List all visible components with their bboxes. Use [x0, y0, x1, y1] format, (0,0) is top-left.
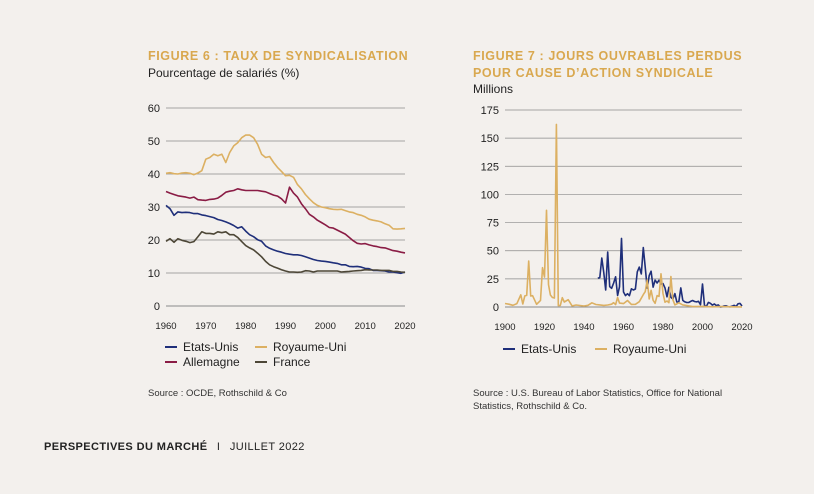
fig6-legend: Etats-Unis Royaume-Uni Allemagne France — [165, 340, 425, 372]
legend-item-france: France — [255, 355, 310, 369]
legend-label: Etats-Unis — [183, 340, 239, 354]
fig6-xtick-1980: 1980 — [235, 321, 256, 332]
legend-item-etats-unis: Etats-Unis — [165, 340, 238, 354]
legend-label: Royaume-Uni — [613, 342, 687, 356]
legend-swatch — [255, 361, 267, 363]
fig7-ytick-125: 125 — [481, 161, 499, 173]
fig7-xtick-2020: 2020 — [731, 322, 752, 333]
legend-swatch — [595, 348, 607, 350]
fig6-source: Source : OCDE, Rothschild & Co — [148, 388, 287, 399]
fig6-ytick-60: 60 — [148, 103, 160, 115]
legend-swatch — [503, 348, 515, 350]
footer-publication: PERSPECTIVES DU MARCHÉ — [44, 441, 208, 453]
footer: PERSPECTIVES DU MARCHÉ I JUILLET 2022 — [44, 441, 305, 453]
fig6-series-line-2 — [165, 186, 406, 254]
fig7-ytick-100: 100 — [481, 189, 499, 201]
fig6-subtitle: Pourcentage de salariés (%) — [148, 66, 300, 80]
fig6-series-line-3 — [165, 231, 406, 274]
fig6-ytick-0: 0 — [154, 301, 160, 313]
fig6-xtick-2010: 2010 — [355, 321, 376, 332]
fig7-xtick-1940: 1940 — [573, 322, 594, 333]
fig6-xtick-2000: 2000 — [315, 321, 336, 332]
fig6-ytick-30: 30 — [148, 202, 160, 214]
fig7-ytick-25: 25 — [487, 274, 499, 286]
fig7-xtick-1980: 1980 — [652, 322, 673, 333]
footer-separator: I — [216, 441, 221, 453]
fig6-xtick-1990: 1990 — [275, 321, 296, 332]
legend-label: Allemagne — [183, 355, 240, 369]
footer-date: JUILLET 2022 — [229, 441, 305, 453]
fig7-source-line1: Source : U.S. Bureau of Labor Statistics… — [473, 388, 723, 399]
fig6-series-line-0 — [165, 204, 406, 275]
fig7-xtick-1920: 1920 — [534, 322, 555, 333]
fig7-ytick-175: 175 — [481, 105, 499, 117]
fig7-ytick-0: 0 — [493, 302, 499, 314]
fig7-source: Source : U.S. Bureau of Labor Statistics… — [473, 387, 722, 413]
fig7-xtick-2000: 2000 — [692, 322, 713, 333]
fig7-series-line-1 — [504, 123, 743, 308]
fig7-ytick-50: 50 — [487, 246, 499, 258]
legend-label: France — [273, 355, 311, 369]
legend-item-royaume-uni: Royaume-Uni — [595, 342, 686, 356]
fig7-title-line2: POUR CAUSE D’ACTION SYNDICALE — [473, 66, 714, 80]
fig7-xtick-1900: 1900 — [494, 322, 515, 333]
fig6-xtick-1960: 1960 — [155, 321, 176, 332]
legend-swatch — [165, 346, 177, 348]
legend-item-royaume-uni: Royaume-Uni — [255, 340, 346, 354]
fig6-xtick-1970: 1970 — [195, 321, 216, 332]
fig6-xtick-2020: 2020 — [394, 321, 415, 332]
legend-swatch — [255, 346, 267, 348]
legend-label: Etats-Unis — [521, 342, 577, 356]
legend-item-allemagne: Allemagne — [165, 355, 240, 369]
fig6-title: FIGURE 6 : TAUX DE SYNDICALISATION — [148, 49, 409, 63]
fig7-title-line1: FIGURE 7 : JOURS OUVRABLES PERDUS — [473, 49, 743, 63]
legend-label: Royaume-Uni — [273, 340, 347, 354]
fig7-source-line2: Statistics, Rothschild & Co. — [473, 401, 588, 412]
fig6-series-line-1 — [165, 134, 406, 230]
legend-item-etats-unis: Etats-Unis — [503, 342, 576, 356]
fig6-ytick-50: 50 — [148, 136, 160, 148]
fig7-legend: Etats-Unis Royaume-Uni — [503, 342, 723, 358]
fig7-subtitle: Millions — [473, 82, 514, 96]
legend-swatch — [165, 361, 177, 363]
fig6-ytick-20: 20 — [148, 235, 160, 247]
fig6-ytick-40: 40 — [148, 169, 160, 181]
fig7-ytick-75: 75 — [487, 218, 499, 230]
fig6-ytick-10: 10 — [148, 268, 160, 280]
fig7-title: FIGURE 7 : JOURS OUVRABLES PERDUS POUR C… — [473, 48, 742, 82]
fig7-ytick-150: 150 — [481, 133, 499, 145]
fig7-xtick-1960: 1960 — [613, 322, 634, 333]
